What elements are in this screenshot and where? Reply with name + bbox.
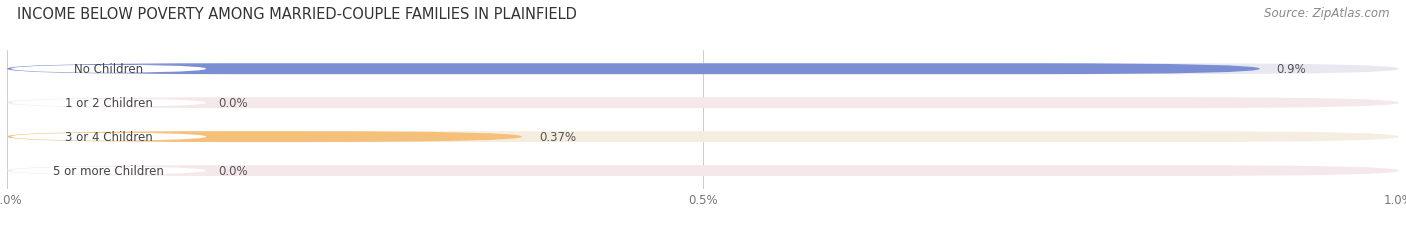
FancyBboxPatch shape: [7, 132, 1399, 143]
Text: 5 or more Children: 5 or more Children: [53, 164, 165, 177]
Text: INCOME BELOW POVERTY AMONG MARRIED-COUPLE FAMILIES IN PLAINFIELD: INCOME BELOW POVERTY AMONG MARRIED-COUPL…: [17, 7, 576, 22]
FancyBboxPatch shape: [7, 64, 1260, 75]
FancyBboxPatch shape: [7, 64, 1399, 75]
FancyBboxPatch shape: [7, 98, 1399, 109]
Text: 0.37%: 0.37%: [538, 131, 576, 143]
FancyBboxPatch shape: [7, 165, 1399, 176]
Text: 0.9%: 0.9%: [1277, 63, 1306, 76]
Text: 0.0%: 0.0%: [218, 97, 249, 110]
Text: Source: ZipAtlas.com: Source: ZipAtlas.com: [1264, 7, 1389, 20]
Text: 1 or 2 Children: 1 or 2 Children: [65, 97, 153, 110]
FancyBboxPatch shape: [11, 166, 207, 175]
FancyBboxPatch shape: [11, 132, 207, 142]
FancyBboxPatch shape: [11, 99, 207, 108]
Text: No Children: No Children: [75, 63, 143, 76]
Text: 0.0%: 0.0%: [218, 164, 249, 177]
Text: 3 or 4 Children: 3 or 4 Children: [65, 131, 152, 143]
FancyBboxPatch shape: [11, 65, 207, 74]
FancyBboxPatch shape: [7, 132, 522, 143]
